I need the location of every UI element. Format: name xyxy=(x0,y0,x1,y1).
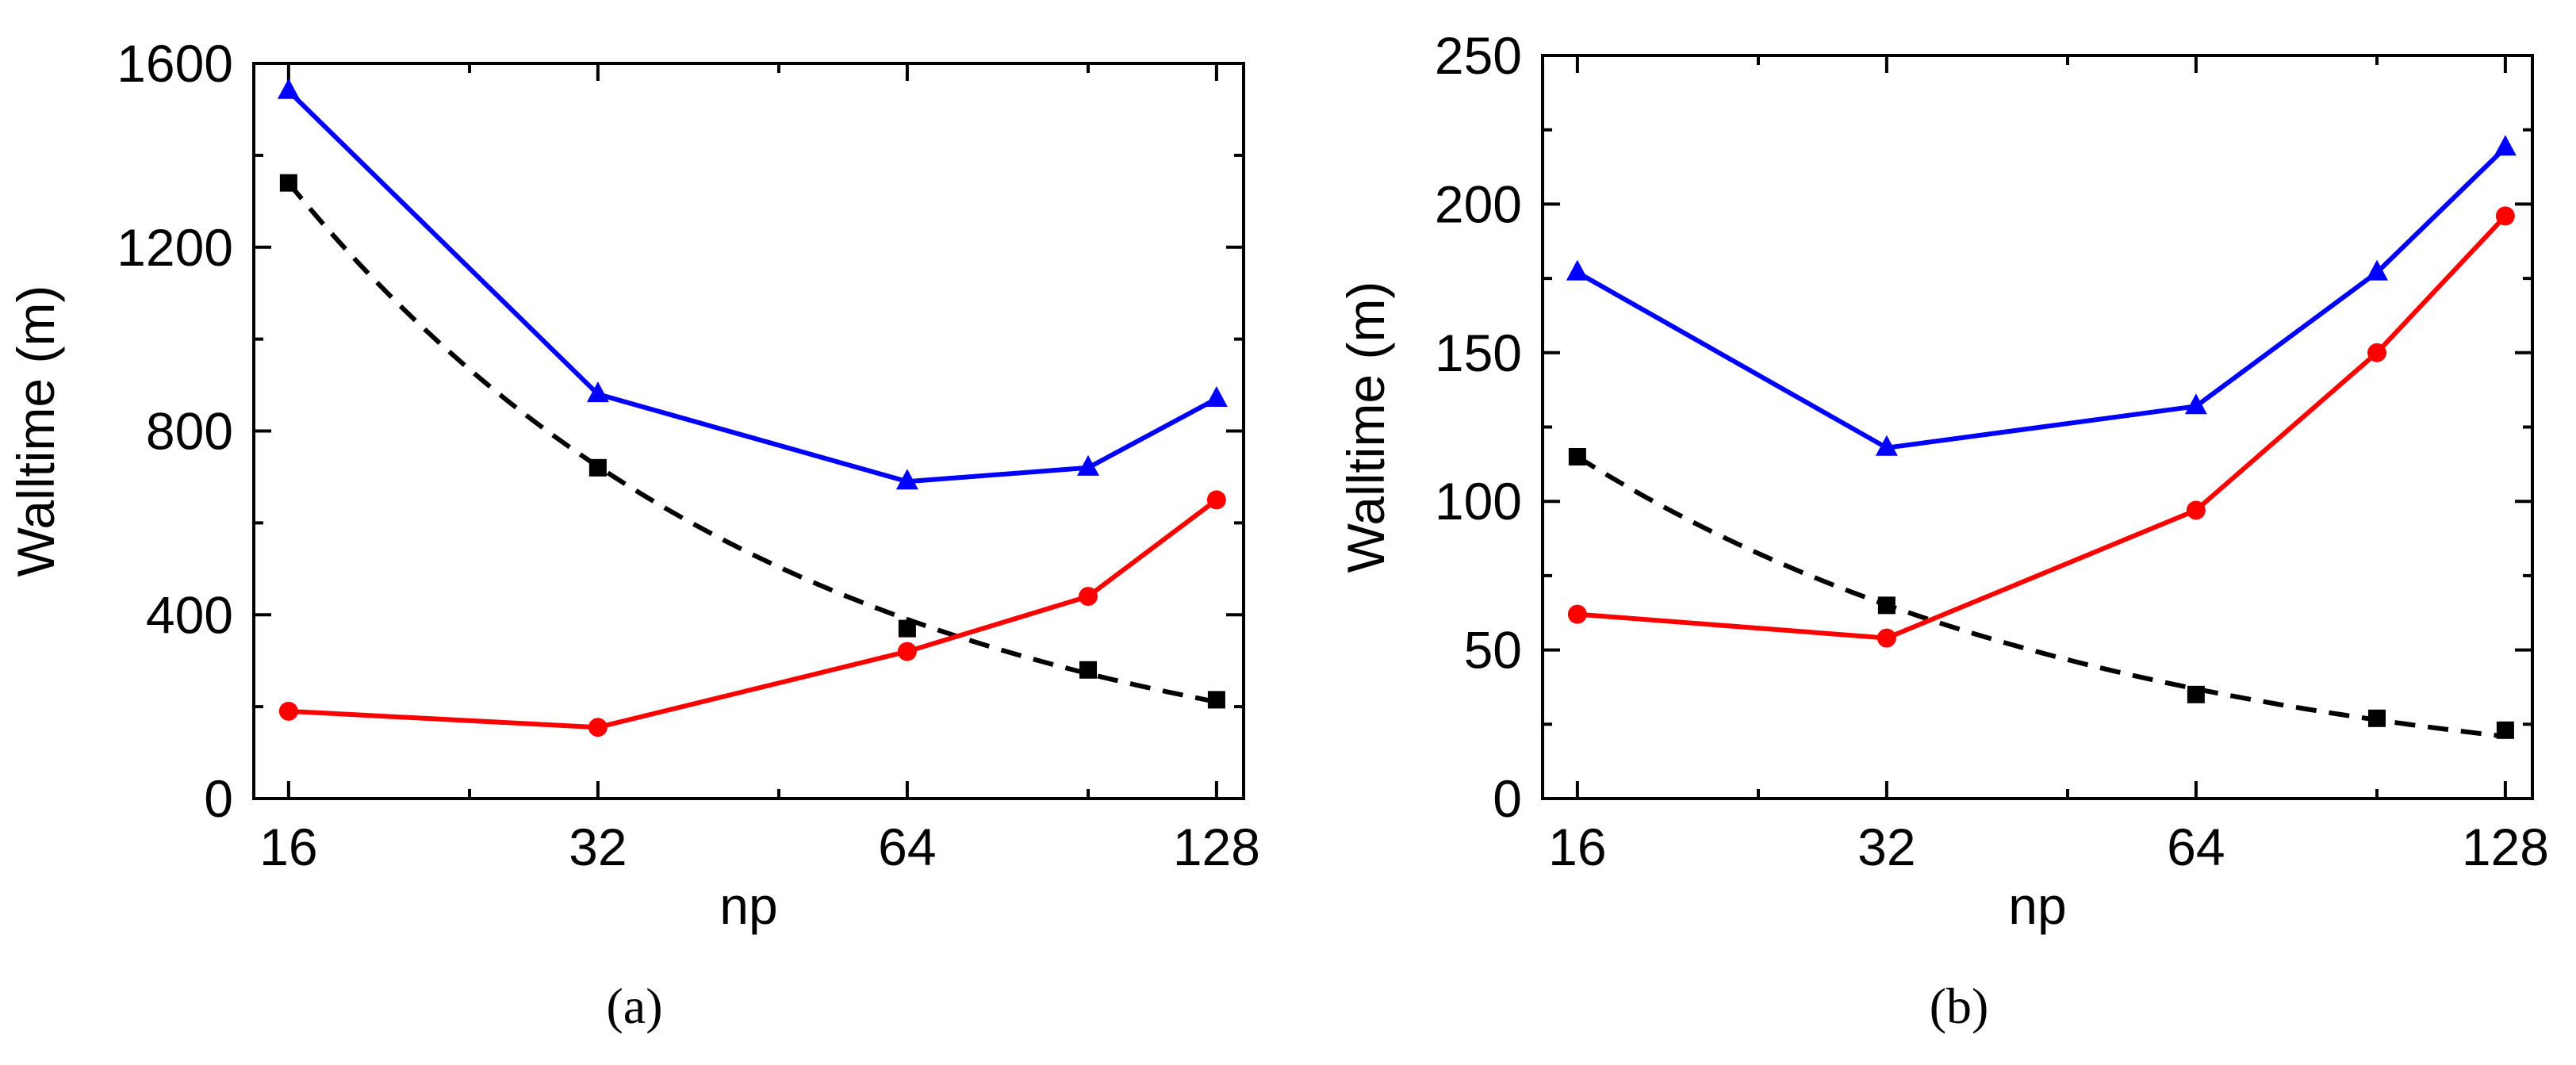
series-line-total xyxy=(1576,146,2507,450)
marker-total xyxy=(895,469,918,490)
marker-computation xyxy=(1207,691,1225,709)
y-tick-label: 800 xyxy=(146,402,233,461)
marker-total xyxy=(586,381,609,403)
marker-total xyxy=(2184,393,2207,415)
marker-total xyxy=(277,78,300,99)
marker-communication xyxy=(2495,206,2515,226)
x-tick-label: 64 xyxy=(2167,818,2225,876)
marker-communication xyxy=(1206,490,1226,510)
marker-communication xyxy=(897,642,917,661)
marker-total xyxy=(1077,454,1100,476)
panel-a-caption: (a) xyxy=(606,978,662,1034)
x-tick-label: 32 xyxy=(569,818,627,876)
marker-computation xyxy=(1568,447,1586,465)
x-tick-label: 128 xyxy=(2462,818,2549,876)
marker-total xyxy=(1205,385,1228,407)
marker-communication xyxy=(1876,628,1896,648)
marker-computation xyxy=(588,458,607,477)
marker-computation xyxy=(1877,596,1896,615)
marker-computation xyxy=(2496,721,2514,739)
marker-computation xyxy=(2368,709,2386,727)
marker-communication xyxy=(278,701,298,721)
panel-b-caption: (b) xyxy=(1930,978,1989,1034)
marker-total xyxy=(1875,435,1898,456)
fit-curve-computation xyxy=(1576,454,2506,739)
y-tick-label: 0 xyxy=(1493,769,1522,828)
marker-total xyxy=(2366,259,2389,281)
marker-total xyxy=(1566,259,1589,281)
y-tick-label: 1200 xyxy=(117,218,233,277)
y-axis-label: Walltime (m) xyxy=(6,285,65,577)
marker-communication xyxy=(1567,604,1587,624)
x-axis-label: np xyxy=(2008,876,2066,935)
fit-curve-computation xyxy=(286,181,1217,704)
panel-b: 0 50 100 150 200 250 16 32 64 128 np Walltime (m) xyxy=(1336,26,2549,935)
y-tick-label: 400 xyxy=(146,585,233,644)
marker-communication xyxy=(2367,343,2387,362)
marker-computation xyxy=(1079,661,1098,679)
marker-total xyxy=(2494,135,2517,156)
marker-computation xyxy=(279,174,297,192)
x-tick-label: 128 xyxy=(1173,818,1260,876)
x-tick-label: 16 xyxy=(259,818,317,876)
x-tick-label: 64 xyxy=(878,818,936,876)
marker-computation xyxy=(898,619,916,638)
y-tick-label: 150 xyxy=(1435,324,1522,382)
marker-communication xyxy=(588,718,608,737)
y-tick-label: 1600 xyxy=(117,34,233,93)
series-line-communication xyxy=(288,498,1218,730)
x-tick-label: 32 xyxy=(1857,818,1915,876)
x-tick-label: 16 xyxy=(1548,818,1606,876)
series-line-total xyxy=(286,89,1218,485)
y-axis-label: Walltime (m) xyxy=(1336,282,1395,573)
y-tick-label: 0 xyxy=(204,769,233,828)
y-tick-label: 50 xyxy=(1464,621,1522,680)
marker-communication xyxy=(2186,500,2206,520)
marker-communication xyxy=(1079,587,1098,607)
marker-computation xyxy=(2187,685,2205,703)
x-axis-label: np xyxy=(719,876,777,935)
y-tick-label: 250 xyxy=(1435,26,1522,85)
panel-a: 0 400 800 1200 1600 16 32 64 128 np Walltime (m) xyxy=(6,34,1260,935)
y-tick-label: 200 xyxy=(1435,174,1522,233)
y-tick-label: 100 xyxy=(1435,472,1522,531)
